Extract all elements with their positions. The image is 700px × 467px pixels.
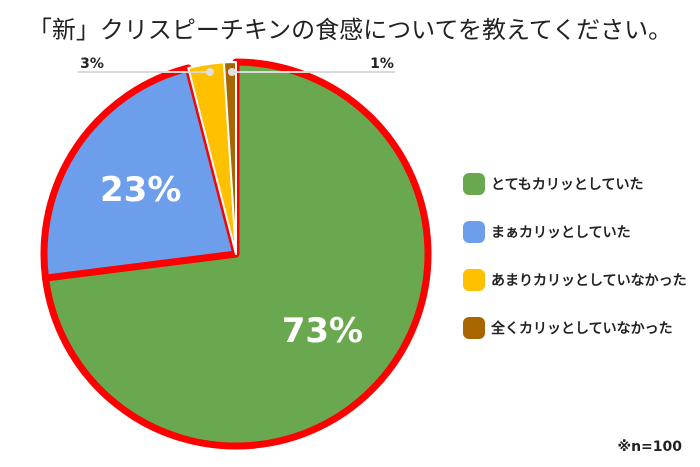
legend-label: あまりカリッとしていなかった	[491, 273, 687, 289]
legend-swatch	[463, 317, 485, 339]
chart-title: 「新」クリスピーチキンの食感についてを教えてください。	[27, 16, 673, 44]
legend-item: 全くカリッとしていなかった	[463, 304, 687, 352]
data-label: 23%	[100, 170, 181, 210]
legend-label: 全くカリッとしていなかった	[491, 321, 673, 337]
legend-swatch	[463, 173, 485, 195]
data-label: 73%	[282, 311, 363, 351]
pie-slice	[222, 61, 237, 255]
legend-swatch	[463, 221, 485, 243]
legend-swatch	[463, 269, 485, 291]
legend: とてもカリッとしていた まぁカリッとしていた あまりカリッとしていなかった 全く…	[463, 160, 687, 352]
data-label: 1%	[370, 56, 394, 72]
legend-item: とてもカリッとしていた	[463, 160, 687, 208]
pie-slice	[40, 64, 240, 282]
legend-item: まぁカリッとしていた	[463, 208, 687, 256]
leader-dot	[228, 68, 236, 76]
leader-dot	[206, 68, 214, 76]
data-label: 3%	[80, 56, 104, 72]
legend-item: あまりカリッとしていなかった	[463, 256, 687, 304]
legend-label: とてもカリッとしていた	[491, 177, 644, 193]
legend-label: まぁカリッとしていた	[491, 225, 631, 241]
sample-size-note: ※n=100	[617, 439, 682, 455]
